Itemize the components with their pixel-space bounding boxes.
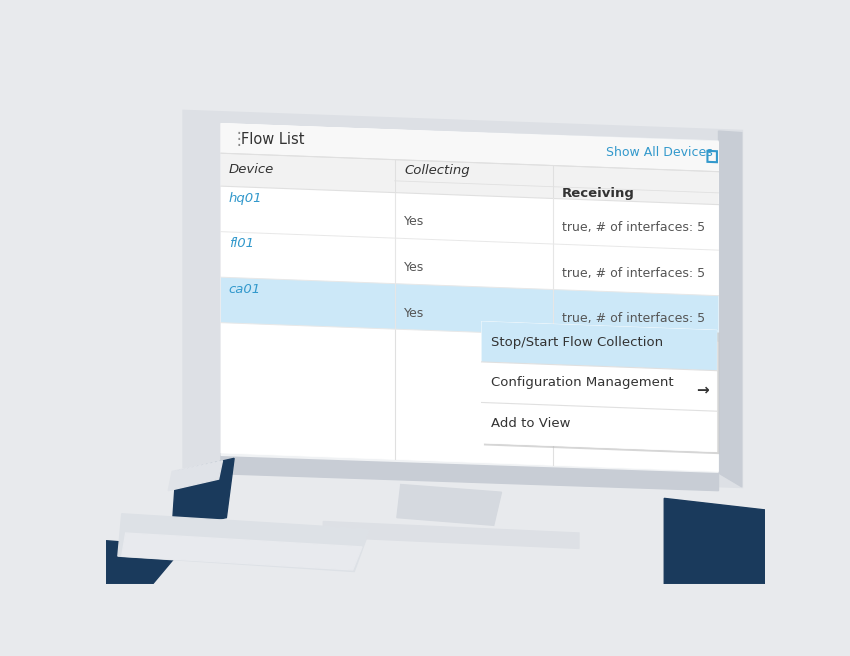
- Polygon shape: [168, 461, 223, 491]
- Polygon shape: [323, 522, 579, 548]
- Polygon shape: [221, 123, 718, 472]
- Polygon shape: [484, 324, 719, 454]
- Polygon shape: [184, 111, 742, 487]
- Text: true, # of interfaces: 5: true, # of interfaces: 5: [562, 267, 706, 280]
- Polygon shape: [718, 131, 742, 487]
- Text: fl01: fl01: [229, 237, 254, 250]
- Polygon shape: [221, 186, 718, 250]
- Polygon shape: [482, 321, 717, 371]
- Polygon shape: [397, 485, 502, 525]
- Polygon shape: [122, 533, 362, 570]
- Polygon shape: [394, 159, 718, 193]
- Text: true, # of interfaces: 5: true, # of interfaces: 5: [562, 312, 706, 325]
- Polygon shape: [482, 321, 717, 452]
- Text: Flow List: Flow List: [241, 132, 305, 146]
- Polygon shape: [221, 456, 718, 491]
- Polygon shape: [221, 232, 718, 296]
- Text: Yes: Yes: [404, 306, 424, 319]
- Text: ⋮: ⋮: [230, 130, 247, 148]
- Text: Yes: Yes: [404, 215, 424, 228]
- Text: Configuration Management: Configuration Management: [491, 376, 674, 389]
- Polygon shape: [221, 123, 718, 473]
- Polygon shape: [664, 499, 765, 584]
- Polygon shape: [394, 181, 718, 205]
- Polygon shape: [482, 403, 717, 452]
- Text: Yes: Yes: [404, 261, 424, 274]
- Text: Collecting: Collecting: [404, 164, 470, 176]
- Polygon shape: [221, 123, 718, 172]
- Text: Show All Devices: Show All Devices: [606, 146, 713, 159]
- Polygon shape: [172, 459, 234, 529]
- Polygon shape: [221, 154, 718, 193]
- Text: ca01: ca01: [229, 283, 261, 296]
- Polygon shape: [221, 277, 718, 341]
- Polygon shape: [221, 154, 394, 193]
- Text: hq01: hq01: [229, 192, 263, 205]
- Text: Add to View: Add to View: [491, 417, 570, 430]
- Polygon shape: [106, 541, 184, 584]
- Polygon shape: [482, 362, 717, 411]
- Text: →: →: [696, 383, 709, 398]
- Text: Receiving: Receiving: [562, 187, 635, 200]
- Text: Stop/Start Flow Collection: Stop/Start Flow Collection: [491, 335, 663, 348]
- Text: Device: Device: [229, 163, 274, 176]
- Text: true, # of interfaces: 5: true, # of interfaces: 5: [562, 221, 706, 234]
- Polygon shape: [118, 514, 370, 571]
